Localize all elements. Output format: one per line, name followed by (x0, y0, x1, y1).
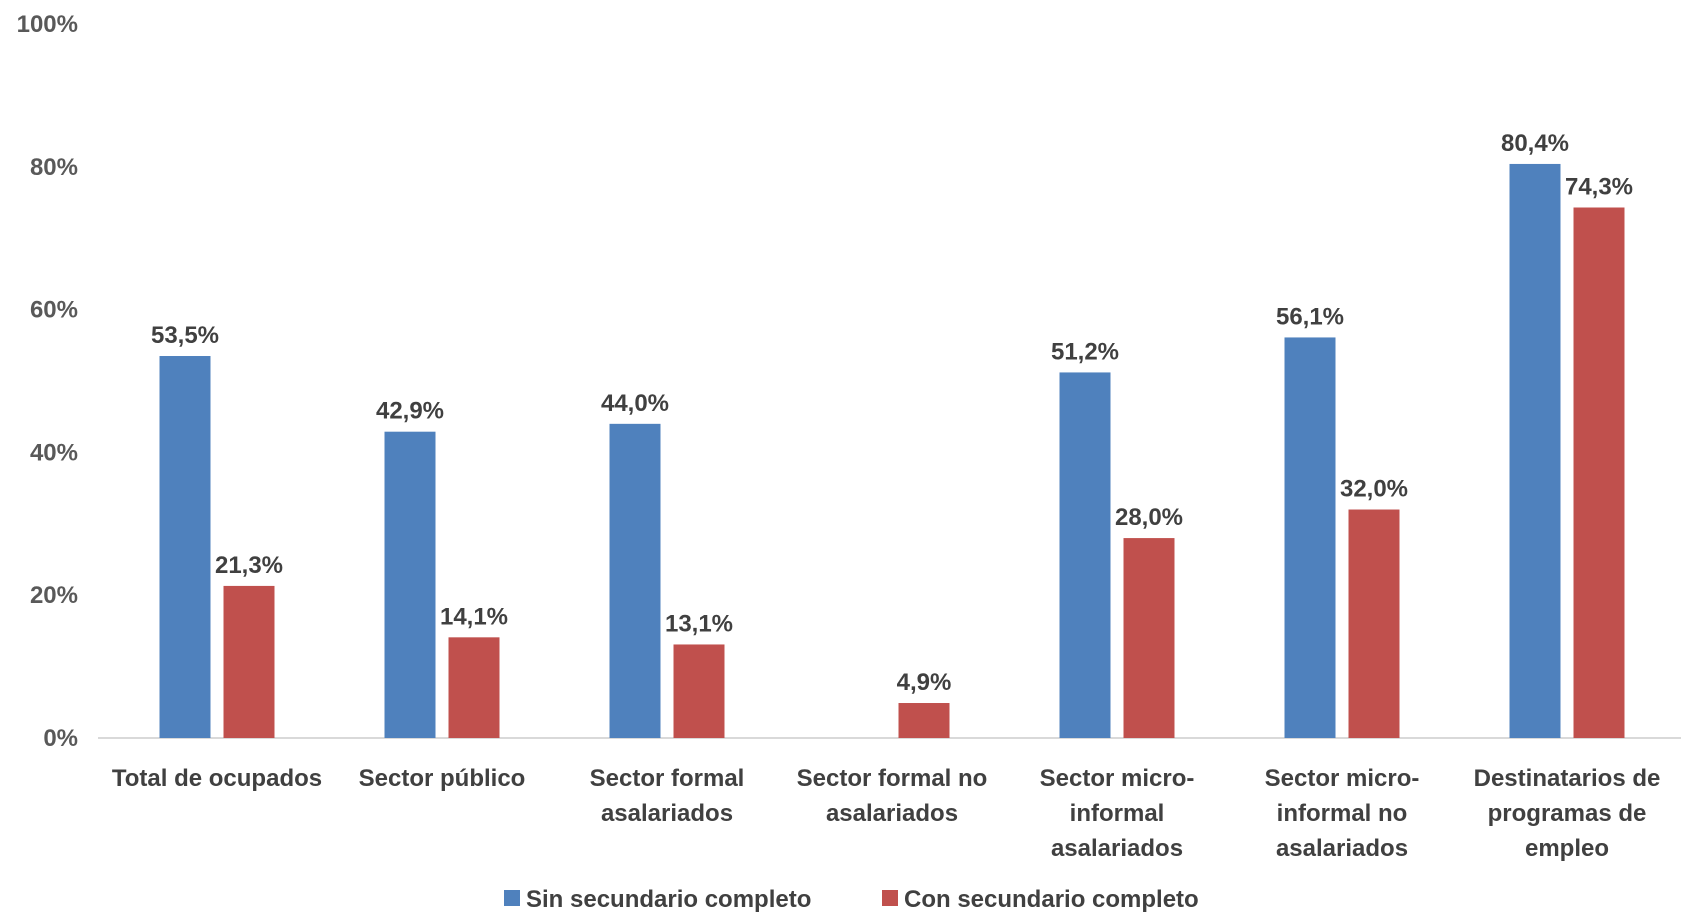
data-label: 13,1% (665, 610, 733, 637)
data-label: 51,2% (1051, 338, 1119, 365)
data-label: 32,0% (1340, 476, 1408, 503)
y-tick-label: 40% (30, 439, 78, 466)
category-label: asalariados (826, 800, 958, 827)
category-label: Total de ocupados (112, 765, 322, 792)
bar-con-secundario (1348, 509, 1400, 738)
data-label: 44,0% (601, 390, 669, 417)
bar-con-secundario (223, 585, 275, 738)
legend-label: Sin secundario completo (526, 886, 811, 913)
category-label: informal no (1277, 800, 1408, 827)
y-tick-label: 20% (30, 582, 78, 609)
category-label: Sector formal (590, 765, 745, 792)
category-label: programas de (1488, 800, 1647, 827)
category-label: Sector micro- (1040, 765, 1195, 792)
bar-sin-secundario (159, 356, 211, 738)
bar-sin-secundario (609, 423, 661, 738)
data-label: 42,9% (376, 398, 444, 425)
data-label: 28,0% (1115, 504, 1183, 531)
category-label: asalariados (1276, 835, 1408, 862)
bar-con-secundario (448, 637, 500, 738)
y-tick-label: 80% (30, 154, 78, 181)
category-label: Sector público (359, 765, 526, 792)
data-label: 4,9% (897, 669, 952, 696)
category-label: asalariados (1051, 835, 1183, 862)
bar-sin-secundario (1509, 163, 1561, 739)
y-tick-label: 100% (17, 11, 78, 38)
y-tick-label: 0% (43, 725, 78, 752)
bar-con-secundario (1123, 538, 1175, 738)
data-label: 56,1% (1276, 303, 1344, 330)
data-label: 14,1% (440, 603, 508, 630)
category-label: empleo (1525, 835, 1609, 862)
bar-sin-secundario (1284, 337, 1336, 738)
data-label: 53,5% (151, 322, 219, 349)
bar-sin-secundario (1059, 372, 1111, 738)
category-label: Sector micro- (1265, 765, 1420, 792)
legend-swatch (504, 890, 520, 906)
bar-con-secundario (1573, 207, 1625, 739)
y-tick-label: 60% (30, 297, 78, 324)
category-label: Destinatarios de (1474, 765, 1661, 792)
category-label: informal (1070, 800, 1165, 827)
bar-sin-secundario (384, 431, 436, 738)
category-label: Sector formal no (797, 765, 988, 792)
category-label: asalariados (601, 800, 733, 827)
legend-swatch (882, 890, 898, 906)
data-label: 74,3% (1565, 173, 1633, 200)
data-label: 80,4% (1501, 130, 1569, 157)
bar-con-secundario (673, 644, 725, 738)
legend-label: Con secundario completo (904, 886, 1199, 913)
bar-con-secundario (898, 703, 950, 738)
data-label: 21,3% (215, 552, 283, 579)
